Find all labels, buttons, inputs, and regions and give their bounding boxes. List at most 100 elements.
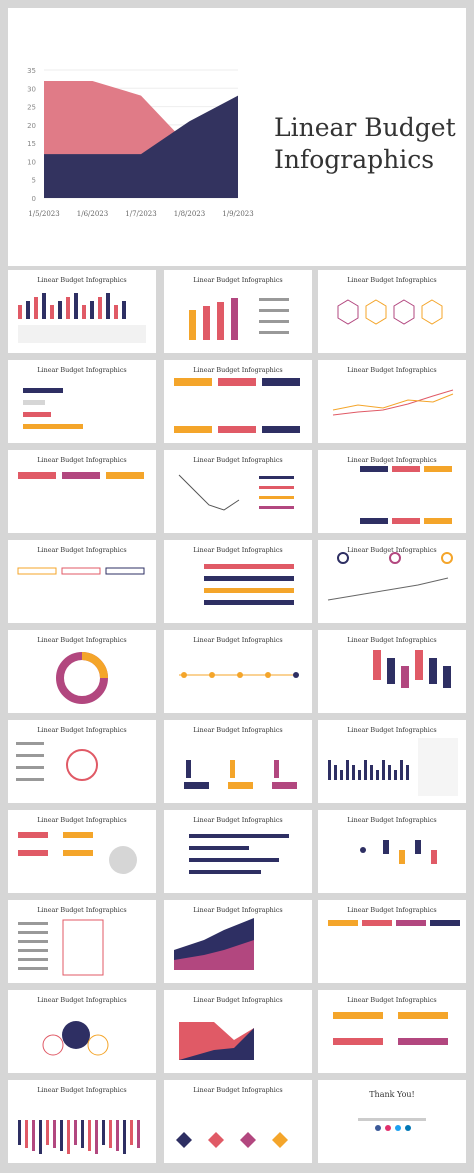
graphic-shape bbox=[346, 760, 349, 780]
slide-thumbnail[interactable]: Linear Budget Infographics bbox=[164, 630, 312, 713]
graphic-shape bbox=[189, 834, 289, 838]
slide-thumbnail[interactable]: Linear Budget Infographics bbox=[318, 270, 466, 353]
graphic-shape bbox=[16, 766, 44, 769]
slide-thumbnail[interactable]: Linear Budget Infographics bbox=[318, 810, 466, 893]
graphic-shape bbox=[105, 567, 145, 575]
graphic-shape bbox=[388, 765, 391, 780]
hero-title: Linear Budget Infographics bbox=[274, 112, 464, 176]
graphic-shape bbox=[58, 301, 62, 319]
graphic-shape bbox=[26, 301, 30, 319]
graphic-shape bbox=[109, 1120, 112, 1148]
graphic-shape bbox=[130, 1120, 133, 1145]
slide-thumbnail[interactable]: Linear Budget Infographics bbox=[318, 360, 466, 443]
graphic-shape bbox=[332, 389, 454, 416]
graphic-shape bbox=[272, 782, 297, 789]
slide-graphic bbox=[176, 1132, 288, 1148]
graphic-shape bbox=[259, 331, 289, 334]
slide-title: Linear Budget Infographics bbox=[37, 726, 127, 734]
slide-title: Linear Budget Infographics bbox=[347, 546, 437, 554]
graphic-shape bbox=[340, 770, 343, 780]
slide-thumbnail[interactable]: Linear Budget Infographics bbox=[164, 990, 312, 1073]
slide-thumbnail[interactable]: Linear Budget Infographics bbox=[318, 990, 466, 1073]
slide-thumbnail[interactable]: Linear Budget Infographics bbox=[318, 630, 466, 713]
graphic-shape bbox=[358, 770, 361, 780]
slide-title: Linear Budget Infographics bbox=[347, 636, 437, 644]
slide-graphic bbox=[204, 564, 294, 605]
graphic-shape bbox=[174, 940, 254, 970]
slide-thumbnail[interactable]: Linear Budget Infographics bbox=[318, 720, 466, 803]
graphic-shape bbox=[174, 378, 212, 386]
graphic-shape bbox=[383, 840, 389, 854]
slide-thumbnail[interactable]: Linear Budget Infographics bbox=[8, 630, 156, 713]
graphic-shape bbox=[218, 426, 256, 433]
slide-graphic bbox=[56, 652, 108, 704]
graphic-shape bbox=[360, 847, 366, 853]
slide-thumbnail[interactable]: Linear Budget Infographics bbox=[8, 360, 156, 443]
graphic-shape bbox=[62, 1021, 90, 1049]
y-tick-label: 10 bbox=[27, 158, 36, 166]
y-tick-label: 35 bbox=[27, 67, 36, 75]
graphic-shape bbox=[228, 782, 253, 789]
slide-graphic bbox=[18, 472, 144, 479]
hero-slide[interactable]: 0 5 10 15 20 25 30 35 1/5/2023 1/6/2023 1/7/2023 1/… bbox=[8, 8, 466, 266]
graphic-shape bbox=[176, 1132, 192, 1148]
slide-thumbnail[interactable]: Linear Budget Infographics bbox=[318, 540, 466, 623]
slide-title: Linear Budget Infographics bbox=[347, 726, 437, 734]
graphic-shape bbox=[87, 1034, 109, 1056]
graphic-shape bbox=[18, 305, 22, 319]
slide-title: Linear Budget Infographics bbox=[347, 906, 437, 914]
slide-thumbnail[interactable]: Linear Budget Infographics bbox=[8, 720, 156, 803]
slide-thumbnail[interactable]: Linear Budget Infographics bbox=[318, 900, 466, 983]
graphic-shape bbox=[66, 749, 98, 781]
x-tick-label: 1/6/2023 bbox=[77, 210, 108, 218]
slide-thumbnail[interactable]: Linear Budget Infographics bbox=[318, 450, 466, 533]
slide-title: Linear Budget Infographics bbox=[347, 366, 437, 374]
slide-thumbnail[interactable]: Thank You! bbox=[318, 1080, 466, 1163]
slide-title: Linear Budget Infographics bbox=[37, 276, 127, 284]
graphic-shape bbox=[259, 496, 294, 499]
y-tick-label: 15 bbox=[27, 140, 36, 148]
graphic-shape bbox=[74, 1120, 77, 1145]
slide-title: Linear Budget Infographics bbox=[37, 366, 127, 374]
slide-thumbnail[interactable]: Linear Budget Infographics bbox=[164, 720, 312, 803]
graphic-shape bbox=[396, 920, 426, 926]
slide-thumbnail[interactable]: Linear Budget Infographics bbox=[8, 1080, 156, 1163]
slide-thumbnail[interactable]: Linear Budget Infographics bbox=[8, 270, 156, 353]
graphic-shape bbox=[106, 472, 144, 479]
slide-thumbnail[interactable]: Linear Budget Infographics bbox=[164, 450, 312, 533]
slide-thumbnail[interactable]: Linear Budget Infographics bbox=[8, 990, 156, 1073]
graphic-shape bbox=[332, 393, 454, 411]
graphic-shape bbox=[204, 600, 294, 605]
slide-thumbnail[interactable]: Linear Budget Infographics bbox=[164, 900, 312, 983]
graphic-shape bbox=[399, 850, 405, 864]
graphic-shape bbox=[293, 672, 299, 678]
graphic-shape bbox=[352, 765, 355, 780]
slide-thumbnail[interactable]: Linear Budget Infographics bbox=[8, 540, 156, 623]
graphic-shape bbox=[50, 305, 54, 319]
graphic-shape bbox=[204, 588, 294, 593]
slide-graphic bbox=[360, 840, 437, 864]
slide-thumbnail[interactable]: Linear Budget Infographics bbox=[8, 900, 156, 983]
graphic-shape bbox=[262, 378, 300, 386]
slide-graphic bbox=[360, 466, 452, 524]
slide-thumbnail[interactable]: Linear Budget Infographics bbox=[164, 540, 312, 623]
slide-thumbnail[interactable]: Linear Budget Infographics bbox=[164, 270, 312, 353]
graphic-shape bbox=[421, 299, 443, 325]
slide-thumbnail[interactable]: Linear Budget Infographics bbox=[164, 1080, 312, 1163]
slide-thumbnail[interactable]: Linear Budget Infographics bbox=[164, 810, 312, 893]
graphic-shape bbox=[18, 922, 48, 925]
graphic-shape bbox=[230, 760, 235, 778]
graphic-shape bbox=[265, 672, 271, 678]
graphic-shape bbox=[231, 298, 238, 340]
slide-title: Linear Budget Infographics bbox=[37, 1086, 127, 1094]
graphic-shape bbox=[441, 552, 453, 564]
graphic-shape bbox=[189, 846, 249, 850]
slide-thumbnail[interactable]: Linear Budget Infographics bbox=[8, 810, 156, 893]
y-tick-label: 0 bbox=[32, 195, 36, 203]
slide-thumbnail[interactable]: Linear Budget Infographics bbox=[8, 450, 156, 533]
slide-title: Linear Budget Infographics bbox=[37, 816, 127, 824]
graphic-shape bbox=[109, 846, 137, 874]
slide-graphic bbox=[17, 567, 145, 575]
slide-thumbnail[interactable]: Linear Budget Infographics bbox=[164, 360, 312, 443]
graphic-shape bbox=[95, 1120, 98, 1154]
